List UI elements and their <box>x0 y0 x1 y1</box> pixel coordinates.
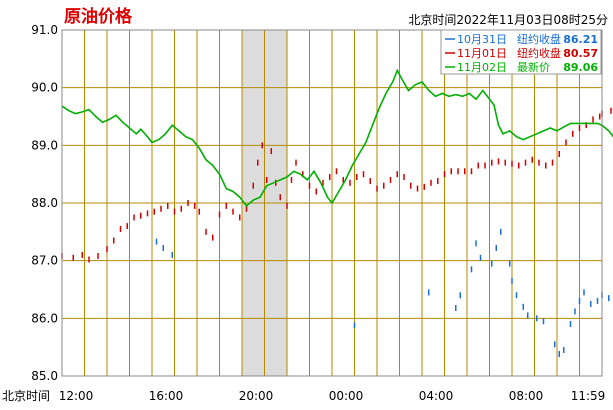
x-tick-label: 20:00 <box>239 389 274 403</box>
legend-date: 11月01日 <box>457 47 507 60</box>
chart-title: 原油价格 <box>64 6 133 27</box>
frame-layer <box>61 29 603 377</box>
timestamp: 北京时间2022年11月03日08时25分 <box>408 13 608 27</box>
y-tick-label: 89.0 <box>31 138 58 152</box>
y-tick-label: 86.0 <box>31 311 58 325</box>
y-tick-label: 85.0 <box>31 369 58 383</box>
x-tick-label: 16:00 <box>149 389 184 403</box>
legend-value: 86.21 <box>563 33 598 46</box>
x-tick-label: 00:00 <box>329 389 364 403</box>
y-tick-label: 88.0 <box>31 196 58 210</box>
x-axis-prefix: 北京时间 <box>2 389 50 403</box>
legend-date: 11月02日 <box>457 61 507 74</box>
x-tick-label: 04:00 <box>419 389 454 403</box>
legend-label: 纽约收盘 <box>517 46 561 60</box>
x-tick-label: 11:59 <box>571 389 606 403</box>
y-tick-label: 87.0 <box>31 254 58 268</box>
y-tick-label: 91.0 <box>31 23 58 37</box>
legend: 10月31日 纽约收盘 86.21 11月01日 纽约收盘 80.57 11月02日 最新价 8… <box>440 29 602 75</box>
legend-label: 最新价 <box>517 60 550 74</box>
legend-label: 纽约收盘 <box>517 32 561 46</box>
plot-frame <box>61 29 603 377</box>
legend-value: 89.06 <box>563 61 598 74</box>
legend-value: 80.57 <box>563 47 598 60</box>
legend-date: 10月31日 <box>457 33 507 46</box>
legend-box <box>440 29 602 75</box>
label-layer: 原油价格 北京时间2022年11月03日08时25分 北京时间 91.0 90.0… <box>2 6 608 403</box>
series-layer <box>61 68 613 358</box>
x-tick-label: 12:00 <box>59 389 94 403</box>
x-tick-label: 08:00 <box>509 389 544 403</box>
y-tick-label: 90.0 <box>31 81 58 95</box>
series-line <box>61 68 613 208</box>
